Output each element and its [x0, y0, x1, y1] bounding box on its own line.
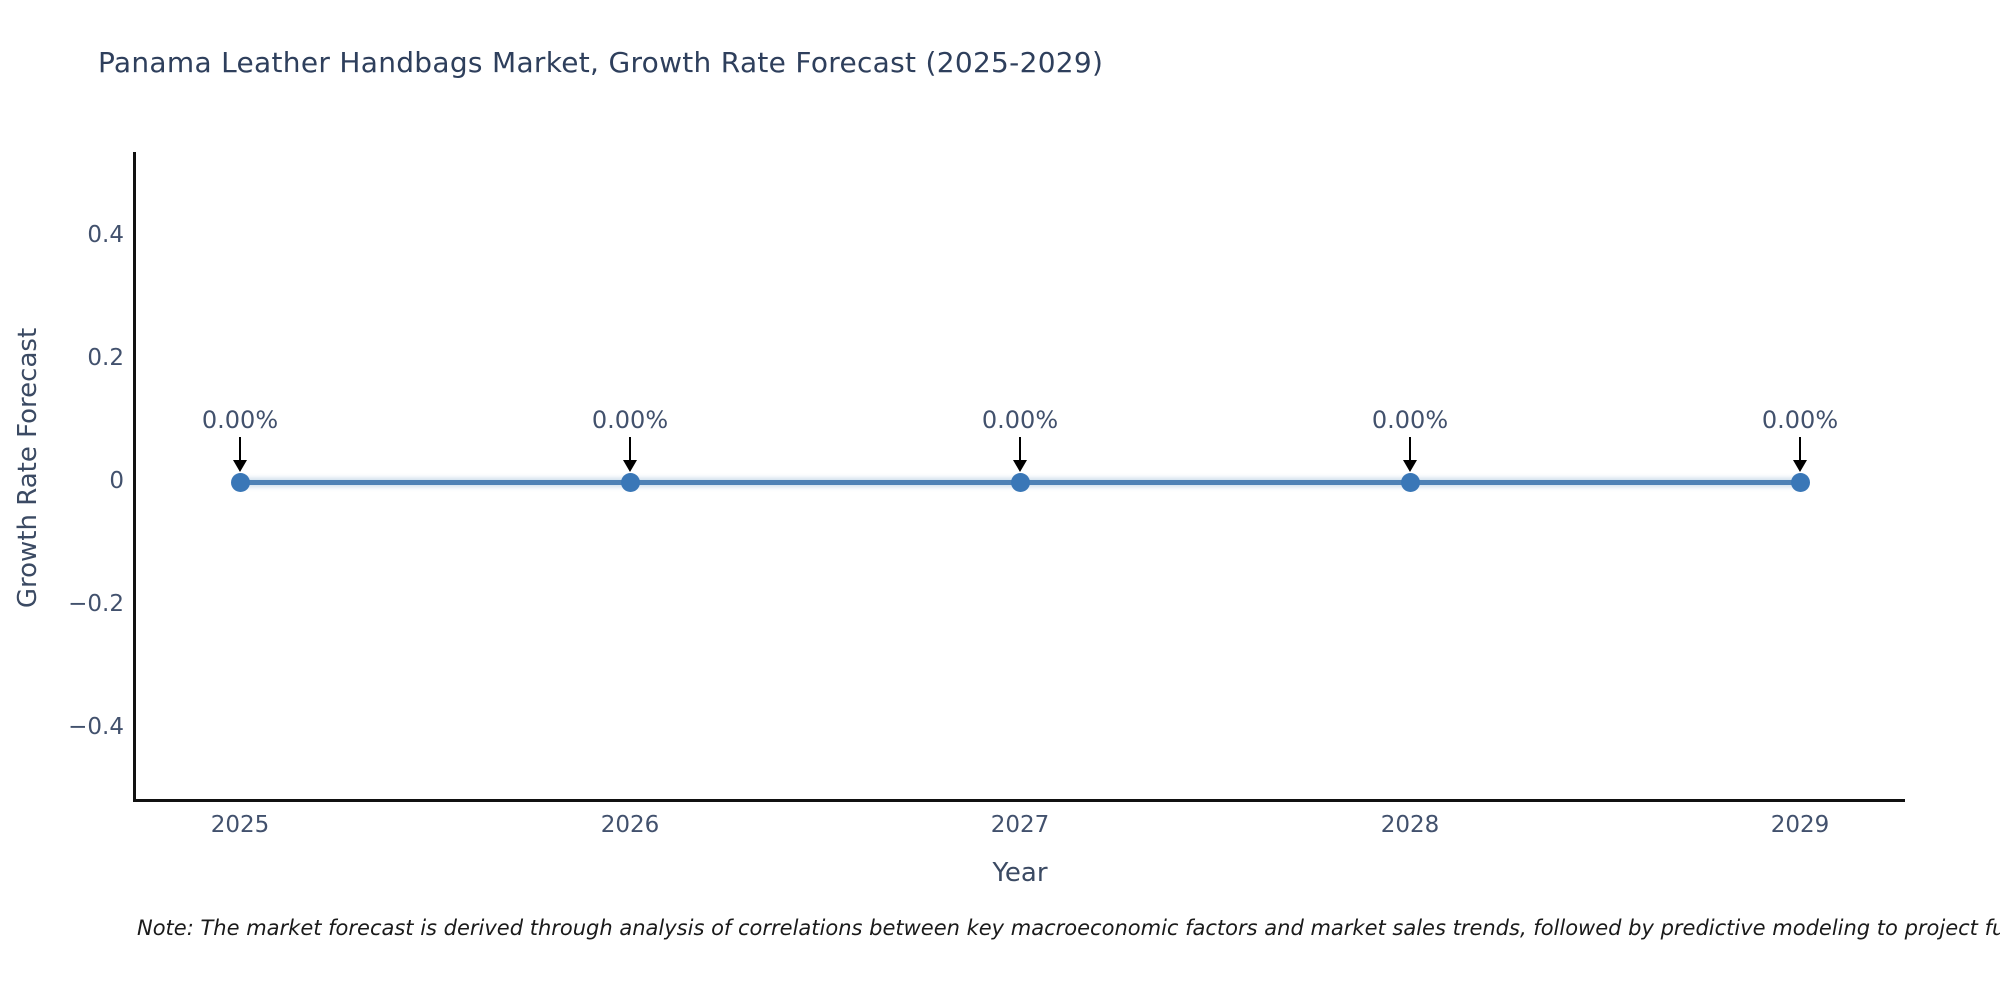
annotation-arrow-head-icon	[233, 460, 247, 472]
data-point-marker	[1010, 472, 1030, 492]
annotation-arrow-head-icon	[1403, 460, 1417, 472]
data-point-marker	[1790, 472, 1810, 492]
data-point-marker	[620, 472, 640, 492]
y-tick-label: 0.4	[87, 222, 124, 248]
y-tick-label: −0.2	[68, 591, 124, 617]
chart-title: Panama Leather Handbags Market, Growth R…	[98, 46, 1104, 79]
y-tick-label: 0.2	[87, 345, 124, 371]
y-tick-label: 0	[109, 468, 124, 494]
data-point-label: 0.00%	[1761, 406, 1839, 434]
data-point-label: 0.00%	[591, 406, 669, 434]
x-axis-title: Year	[992, 858, 1048, 888]
data-point-label: 0.00%	[1371, 406, 1449, 434]
x-tick-label: 2028	[1380, 812, 1440, 838]
x-tick-label: 2027	[990, 812, 1050, 838]
y-axis-line	[133, 152, 136, 802]
x-axis-line	[133, 799, 1905, 802]
annotation-arrow-shaft	[1409, 437, 1411, 461]
y-tick-label: −0.4	[68, 714, 124, 740]
annotation-arrow-shaft	[1019, 437, 1021, 461]
footnote: Note: The market forecast is derived thr…	[137, 916, 2000, 940]
data-point-label: 0.00%	[981, 406, 1059, 434]
annotation-arrow-shaft	[239, 437, 241, 461]
data-point-marker	[230, 472, 250, 492]
annotation-arrow-head-icon	[1013, 460, 1027, 472]
annotation-arrow-head-icon	[623, 460, 637, 472]
x-tick-label: 2025	[210, 812, 270, 838]
x-tick-label: 2026	[600, 812, 660, 838]
annotation-arrow-head-icon	[1793, 460, 1807, 472]
annotation-arrow-shaft	[1799, 437, 1801, 461]
data-point-label: 0.00%	[201, 406, 279, 434]
data-point-marker	[1400, 472, 1420, 492]
x-tick-label: 2029	[1770, 812, 1830, 838]
annotation-arrow-shaft	[629, 437, 631, 461]
